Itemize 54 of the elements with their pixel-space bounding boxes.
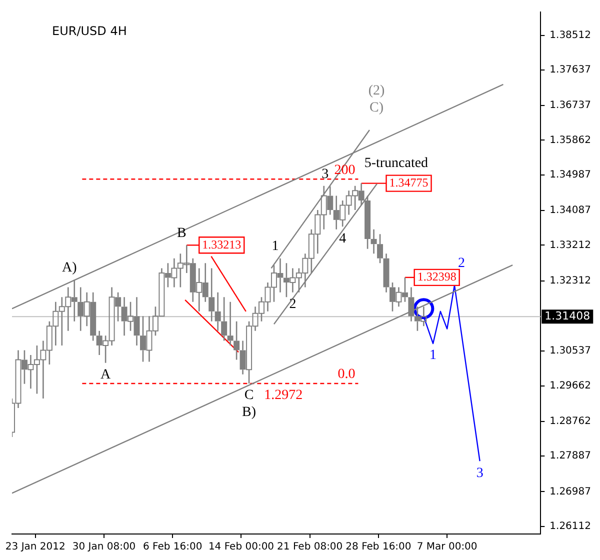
y-tick-label: 1.38512 [550,30,592,41]
y-tick-label: 1.33212 [550,240,592,251]
y-tick-label: 1.28762 [550,416,592,428]
x-tick-label: 14 Feb 00:00 [208,542,274,553]
y-tick-label: 1.34087 [550,205,592,216]
candlestick [377,234,384,264]
annotation: 1.2972 [264,388,303,404]
y-tick-label: 1.32312 [550,275,592,286]
y-tick-label: 1.35862 [550,134,592,146]
annotation: B) [242,405,256,420]
annotation: B [176,226,186,241]
y-tick-label: 1.36737 [550,100,592,112]
annotation: 5-truncated [364,156,428,171]
annotation: 200 [334,162,356,178]
annotation: C) [370,100,384,116]
candlestick [221,296,228,342]
x-tick-label: 7 Mar 00:00 [416,542,478,553]
x-tick-label: 23 Jan 2012 [5,542,66,553]
annotation: 3 [322,166,329,182]
annotation: 0.0 [338,367,356,382]
candlestick [408,286,414,322]
candlestick [208,268,215,322]
y-tick-label: 1.34987 [550,169,592,180]
candlestick [214,292,221,332]
annotation: 1.34775 [389,175,428,190]
candlestick [227,301,234,346]
candlestick [234,320,240,360]
ref-line-label: 1.31408 [544,310,590,323]
annotation: 1 [430,348,437,364]
y-tick-label: 1.30537 [550,346,592,357]
y-tick-label: 1.37637 [550,64,592,76]
x-tick-label: 21 Feb 08:00 [277,542,343,553]
annotation: (2) [368,84,385,99]
annotation: 1.33213 [202,237,242,252]
annotation: A [100,368,112,383]
text: EUR/USD 4H [52,24,127,38]
annotation: A) [62,260,78,276]
x-tick-label: 28 Feb 16:00 [346,542,412,553]
x-tick-label: 30 Jan 08:00 [72,542,136,553]
annotation: 2 [289,297,296,312]
candlestick [364,195,371,250]
candlestick [383,252,390,294]
annotation: 1.32398 [417,270,456,284]
annotation: 1 [272,239,279,254]
y-tick-label: 1.29662 [550,380,592,392]
y-tick-label: 1.26112 [550,520,592,532]
x-tick-label: 6 Feb 16:00 [142,542,202,553]
y-tick-label: 1.27887 [550,450,592,462]
annotation: 3 [476,466,484,481]
annotation: 2 [458,256,465,271]
annotation: C [244,388,254,404]
annotation: 4 [339,231,346,246]
candlestick [370,228,377,254]
y-tick-label: 1.26987 [550,486,592,498]
